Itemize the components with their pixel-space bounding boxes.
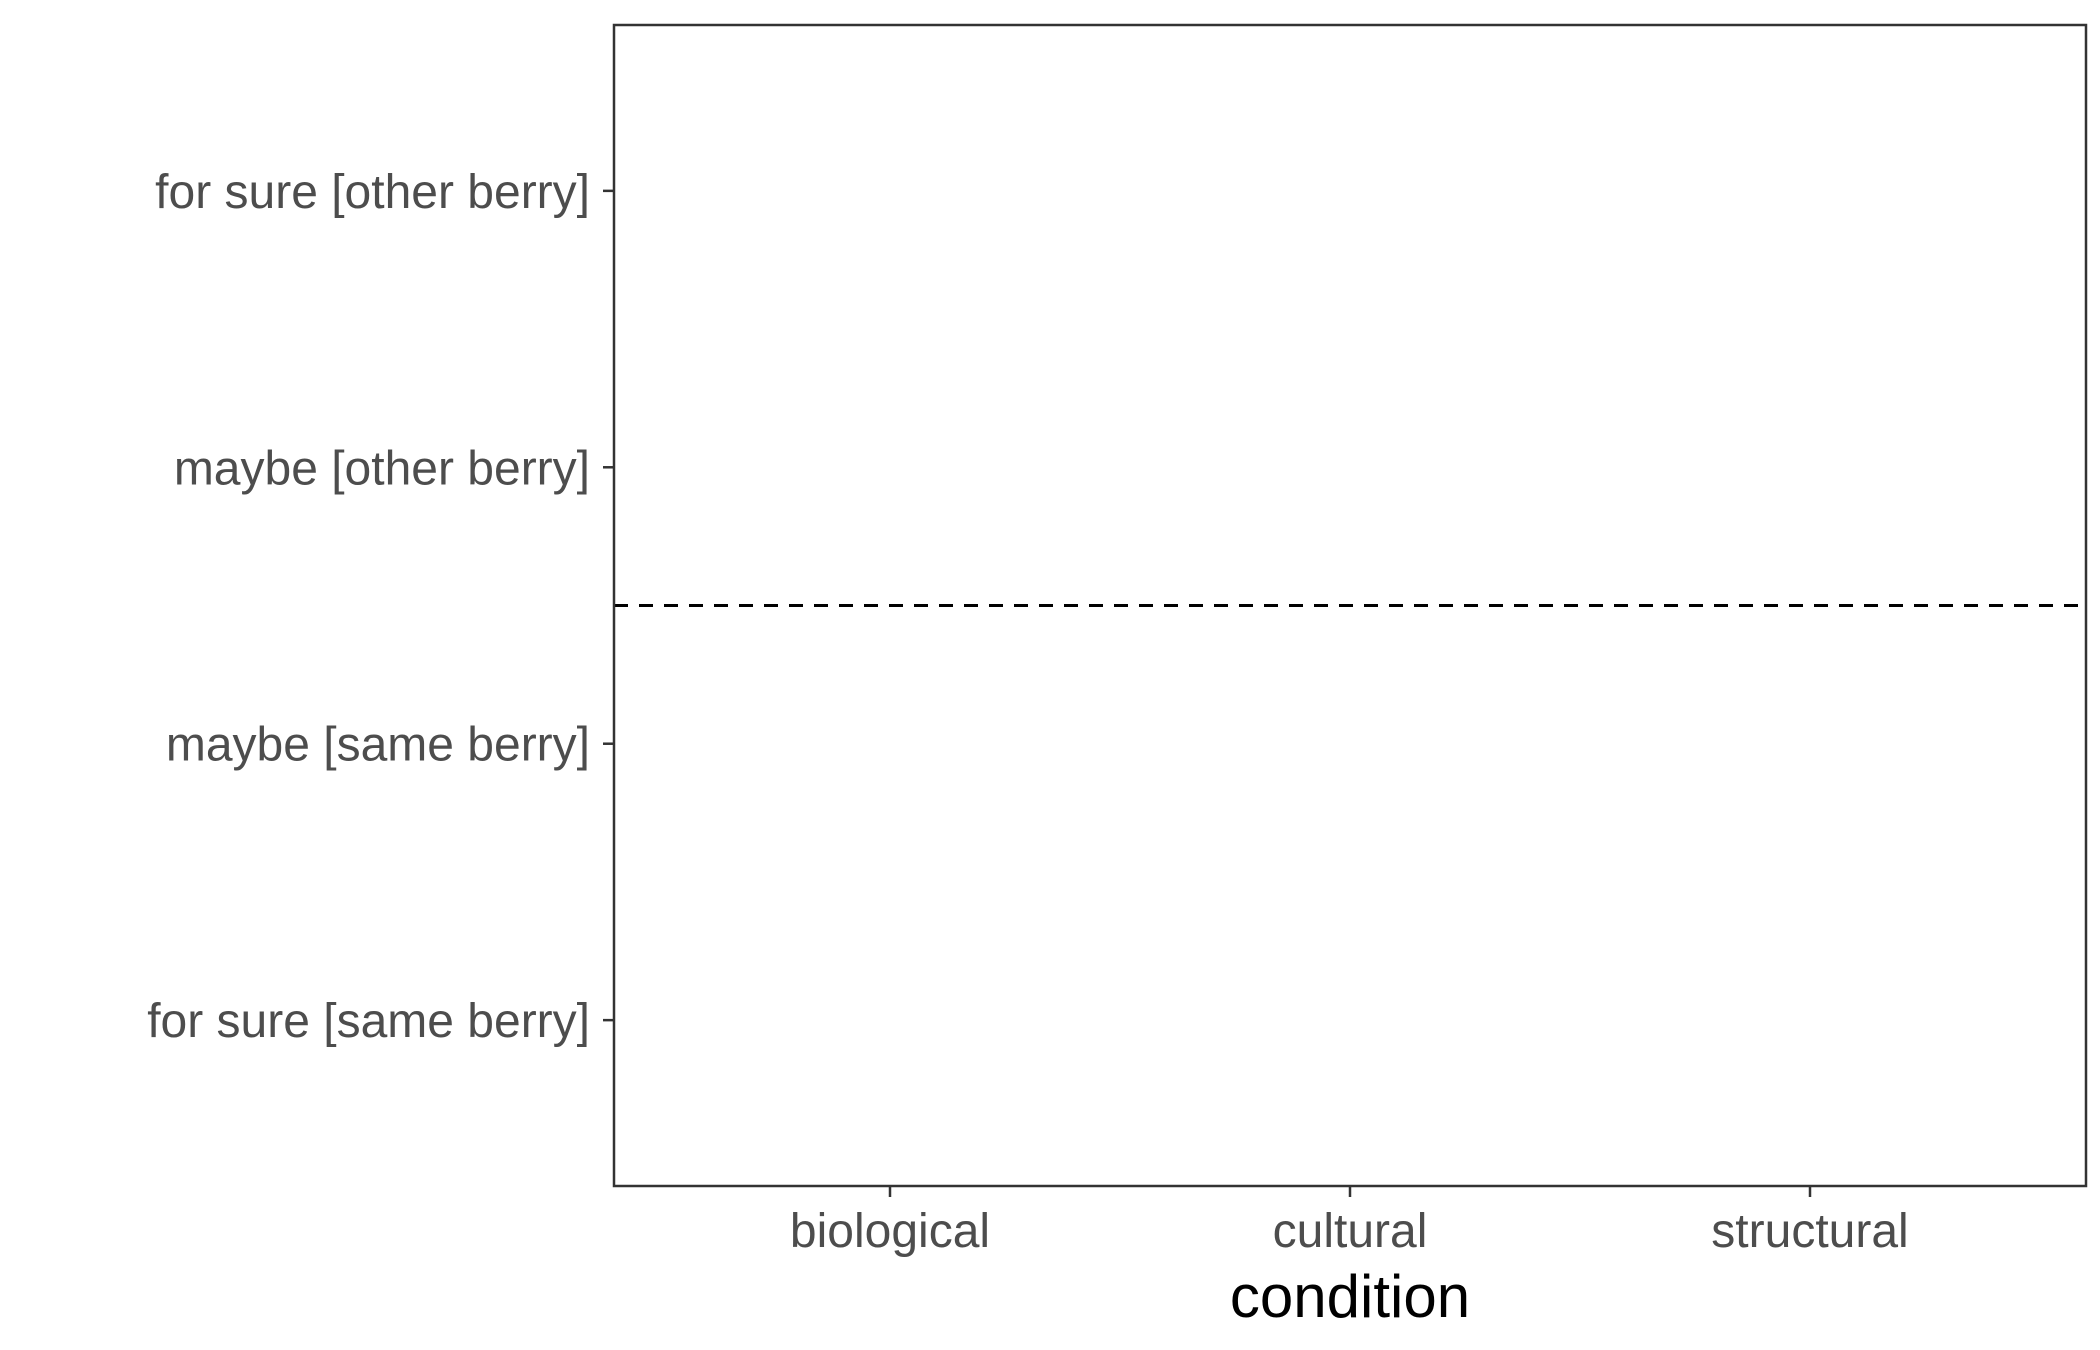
y-tick-label: maybe [other berry] [174, 442, 590, 495]
x-tick-label: cultural [1273, 1205, 1428, 1258]
plot-panel-border [612, 23, 2088, 1188]
x-tick-label: structural [1711, 1205, 1908, 1258]
x-axis: biological cultural structural [790, 1186, 1909, 1258]
y-tick-label: for sure [same berry] [147, 995, 590, 1048]
y-tick-label: maybe [same berry] [166, 719, 590, 772]
x-tick-label: biological [790, 1205, 990, 1258]
x-axis-title: condition [1230, 1263, 1470, 1330]
y-tick-label: for sure [other berry] [155, 166, 590, 219]
y-axis: for sure [same berry] maybe [same berry] m… [147, 166, 614, 1048]
